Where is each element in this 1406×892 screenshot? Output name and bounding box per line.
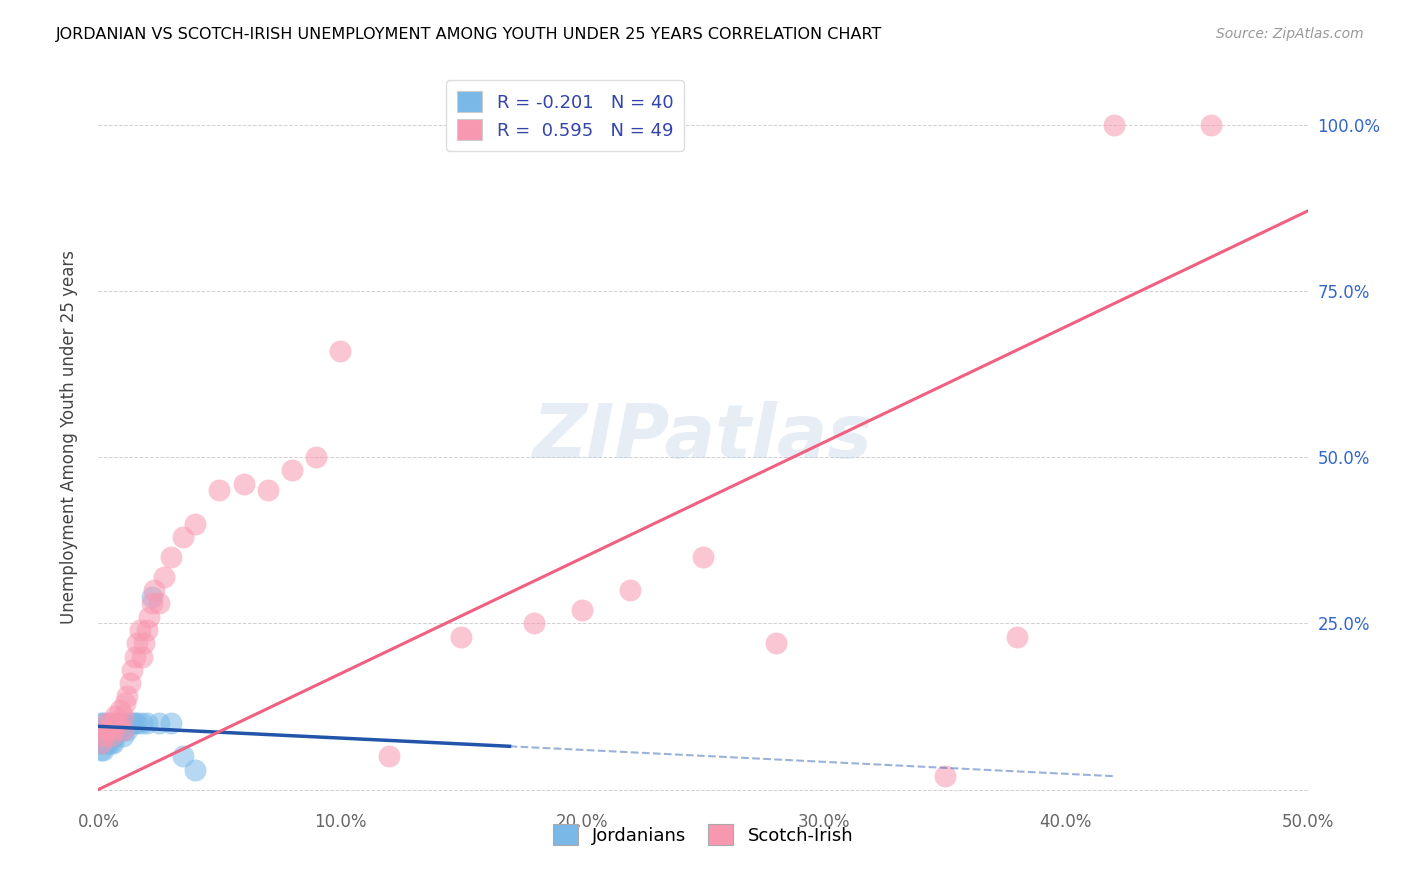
Point bbox=[108, 703, 131, 717]
Point bbox=[90, 716, 112, 731]
Point bbox=[90, 736, 112, 750]
Point bbox=[134, 636, 156, 650]
Point bbox=[131, 716, 153, 731]
Point bbox=[232, 476, 254, 491]
Point bbox=[172, 530, 194, 544]
Legend: Jordanians, Scotch-Irish: Jordanians, Scotch-Irish bbox=[546, 817, 860, 852]
Point bbox=[94, 723, 117, 737]
Point bbox=[184, 516, 207, 531]
Point bbox=[114, 716, 136, 731]
Point bbox=[208, 483, 231, 498]
Point bbox=[124, 716, 146, 731]
Point bbox=[138, 609, 160, 624]
Point bbox=[141, 590, 163, 604]
Point bbox=[90, 723, 112, 737]
Point bbox=[127, 636, 149, 650]
Point bbox=[101, 723, 124, 737]
Point bbox=[571, 603, 593, 617]
Point bbox=[121, 716, 143, 731]
Point bbox=[97, 736, 120, 750]
Text: Source: ZipAtlas.com: Source: ZipAtlas.com bbox=[1216, 27, 1364, 41]
Text: ZIPatlas: ZIPatlas bbox=[533, 401, 873, 474]
Point bbox=[91, 716, 114, 731]
Point bbox=[118, 716, 141, 731]
Point bbox=[91, 736, 114, 750]
Point bbox=[1199, 118, 1222, 132]
Text: JORDANIAN VS SCOTCH-IRISH UNEMPLOYMENT AMONG YOUTH UNDER 25 YEARS CORRELATION CH: JORDANIAN VS SCOTCH-IRISH UNEMPLOYMENT A… bbox=[56, 27, 883, 42]
Point bbox=[765, 636, 787, 650]
Point bbox=[101, 729, 124, 743]
Point bbox=[107, 723, 129, 737]
Point bbox=[1007, 630, 1029, 644]
Point bbox=[111, 729, 134, 743]
Point bbox=[91, 723, 114, 737]
Point bbox=[111, 723, 134, 737]
Point bbox=[131, 649, 153, 664]
Point bbox=[135, 716, 157, 731]
Point bbox=[107, 716, 129, 731]
Point bbox=[141, 596, 163, 610]
Point bbox=[450, 630, 472, 644]
Point bbox=[184, 763, 207, 777]
Point bbox=[160, 549, 183, 564]
Point bbox=[118, 676, 141, 690]
Point bbox=[97, 723, 120, 737]
Point bbox=[97, 723, 120, 737]
Point bbox=[91, 729, 114, 743]
Point bbox=[172, 749, 194, 764]
Y-axis label: Unemployment Among Youth under 25 years: Unemployment Among Youth under 25 years bbox=[59, 250, 77, 624]
Point bbox=[94, 736, 117, 750]
Point bbox=[152, 570, 174, 584]
Point bbox=[128, 623, 150, 637]
Point bbox=[114, 696, 136, 710]
Point bbox=[160, 716, 183, 731]
Point bbox=[111, 709, 134, 723]
Point bbox=[91, 742, 114, 756]
Point bbox=[135, 623, 157, 637]
Point bbox=[692, 549, 714, 564]
Point bbox=[100, 736, 122, 750]
Point bbox=[377, 749, 399, 764]
Point bbox=[104, 729, 127, 743]
Point bbox=[111, 723, 134, 737]
Point bbox=[619, 582, 641, 597]
Point bbox=[94, 716, 117, 731]
Point bbox=[101, 736, 124, 750]
Point bbox=[90, 742, 112, 756]
Point bbox=[90, 729, 112, 743]
Point bbox=[91, 729, 114, 743]
Point bbox=[100, 729, 122, 743]
Point bbox=[1102, 118, 1125, 132]
Point bbox=[143, 582, 166, 597]
Point bbox=[281, 463, 304, 477]
Point bbox=[117, 723, 139, 737]
Point bbox=[100, 716, 122, 731]
Point bbox=[97, 716, 120, 731]
Point bbox=[97, 729, 120, 743]
Point bbox=[94, 729, 117, 743]
Point bbox=[100, 729, 122, 743]
Point bbox=[107, 716, 129, 731]
Point bbox=[108, 723, 131, 737]
Point bbox=[117, 690, 139, 704]
Point bbox=[148, 716, 170, 731]
Point bbox=[90, 736, 112, 750]
Point bbox=[256, 483, 278, 498]
Point bbox=[934, 769, 956, 783]
Point bbox=[127, 716, 149, 731]
Point bbox=[121, 663, 143, 677]
Point bbox=[124, 649, 146, 664]
Point bbox=[305, 450, 328, 464]
Point bbox=[94, 723, 117, 737]
Point bbox=[148, 596, 170, 610]
Point bbox=[523, 616, 546, 631]
Point bbox=[329, 343, 352, 358]
Point bbox=[104, 709, 127, 723]
Point bbox=[104, 716, 127, 731]
